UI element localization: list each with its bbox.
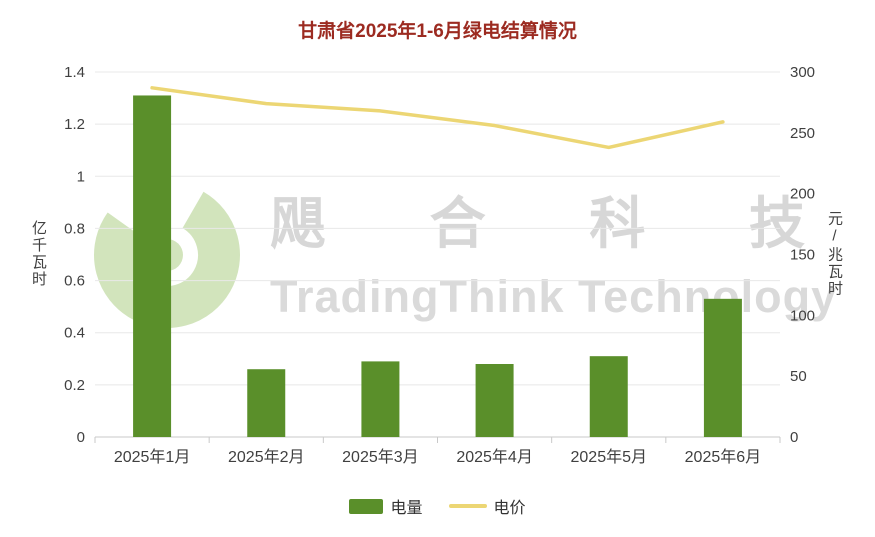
svg-text:50: 50	[790, 368, 807, 385]
legend-item-bar[interactable]: 电量	[349, 494, 423, 518]
svg-text:2025年2月: 2025年2月	[228, 448, 305, 466]
svg-text:0: 0	[790, 429, 798, 446]
chart-title: 甘肃省2025年1-6月绿电结算情况	[298, 21, 577, 42]
left-axis-title: 亿千瓦时	[30, 220, 47, 288]
legend-label-line: 电价	[493, 500, 526, 517]
legend: 电量 电价	[0, 494, 875, 518]
svg-text:1: 1	[77, 168, 85, 185]
svg-text:2025年1月: 2025年1月	[114, 448, 191, 466]
right-axis-title: 元/兆瓦时	[826, 210, 843, 298]
bar-swatch-icon	[349, 498, 384, 514]
svg-text:0.4: 0.4	[64, 325, 85, 342]
svg-text:2025年4月: 2025年4月	[456, 448, 533, 466]
svg-text:2025年3月: 2025年3月	[342, 448, 419, 466]
legend-label-bar: 电量	[390, 500, 423, 517]
svg-text:0.2: 0.2	[64, 377, 85, 394]
line-swatch-icon	[448, 504, 487, 508]
svg-text:150: 150	[790, 247, 815, 264]
svg-text:300: 300	[790, 64, 815, 81]
svg-text:0.8: 0.8	[64, 220, 85, 237]
svg-text:1.2: 1.2	[64, 116, 85, 133]
legend-item-line[interactable]: 电价	[448, 494, 526, 518]
svg-text:250: 250	[790, 125, 815, 142]
svg-text:100: 100	[790, 307, 815, 324]
svg-text:1.4: 1.4	[64, 64, 85, 81]
svg-text:200: 200	[790, 186, 815, 203]
svg-text:0.6: 0.6	[64, 273, 85, 290]
svg-text:2025年5月: 2025年5月	[571, 448, 648, 466]
svg-text:2025年6月: 2025年6月	[685, 448, 762, 466]
svg-text:0: 0	[77, 429, 85, 446]
